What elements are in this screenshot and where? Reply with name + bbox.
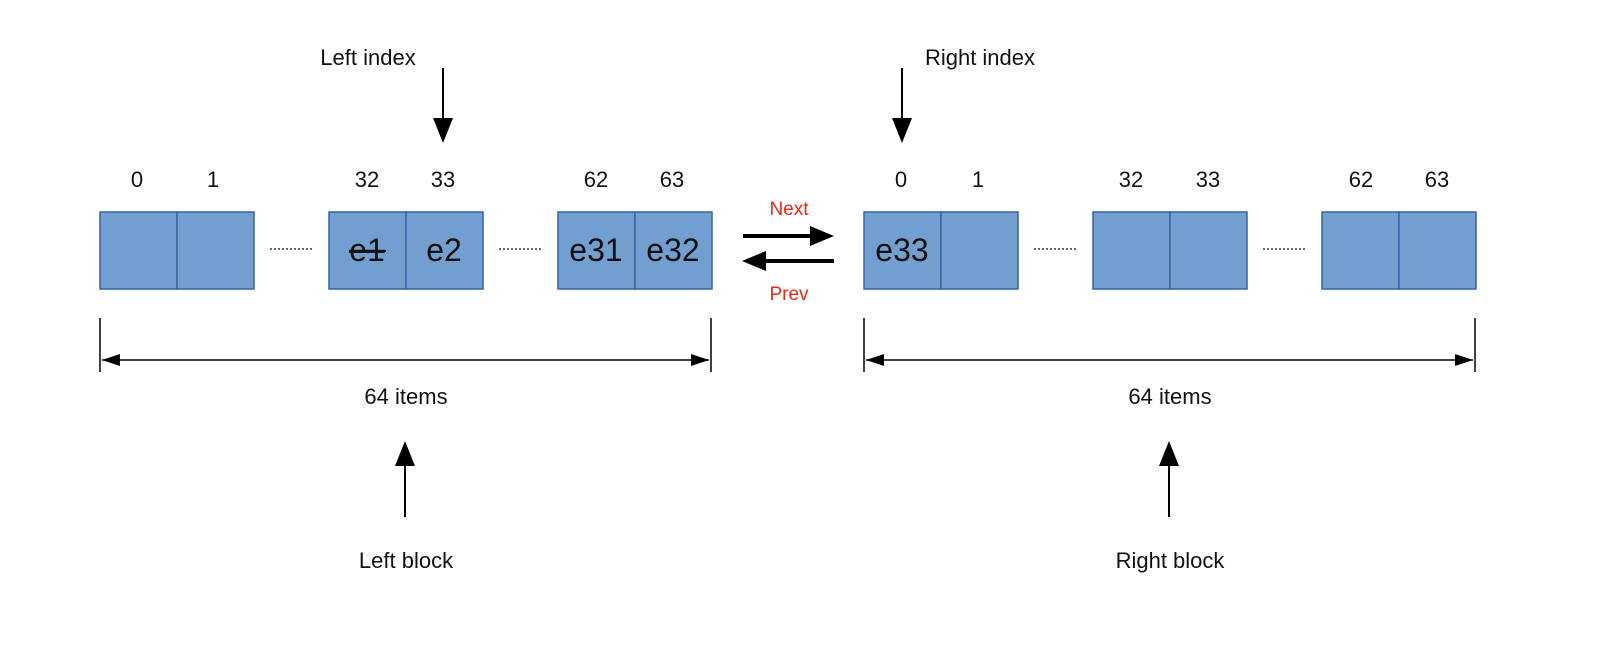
right-index-label: Right index xyxy=(925,45,1035,70)
right-cell xyxy=(1321,211,1400,290)
right-cell xyxy=(863,211,942,290)
left-cell xyxy=(99,211,178,290)
right-dimension-line xyxy=(863,318,1476,372)
right-cell xyxy=(940,211,1019,290)
left-slot-index: 0 xyxy=(131,167,143,192)
prev-arrow xyxy=(742,251,834,271)
left-slot-index: 62 xyxy=(584,167,608,192)
next-link-label: Next xyxy=(769,199,809,220)
right-slot-index: 62 xyxy=(1349,167,1373,192)
left-cell xyxy=(405,211,484,290)
next-arrow xyxy=(743,226,834,246)
left-slot-index: 32 xyxy=(355,167,379,192)
block-links: Next Prev xyxy=(742,199,834,305)
right-slot-index: 0 xyxy=(895,167,907,192)
left-block-label: Left block xyxy=(359,548,454,573)
left-cell xyxy=(634,211,713,290)
left-cell xyxy=(557,211,636,290)
left-index-arrow xyxy=(433,68,453,143)
left-cell-value: e32 xyxy=(646,232,699,268)
left-cell-value: e31 xyxy=(569,232,622,268)
left-block-arrow xyxy=(395,441,415,517)
right-slot-index: 32 xyxy=(1119,167,1143,192)
left-slot-index: 63 xyxy=(660,167,684,192)
right-cell-value: e33 xyxy=(875,232,928,268)
right-slot-index: 1 xyxy=(972,167,984,192)
right-index-arrow xyxy=(892,68,912,143)
left-index-label: Left index xyxy=(320,45,415,70)
left-size-label: 64 items xyxy=(364,384,447,409)
right-size-label: 64 items xyxy=(1128,384,1211,409)
right-slot-index: 63 xyxy=(1425,167,1449,192)
right-cell xyxy=(1169,211,1248,290)
left-slot-index: 1 xyxy=(207,167,219,192)
right-block-label: Right block xyxy=(1116,548,1226,573)
left-slot-index: 33 xyxy=(431,167,455,192)
right-cell xyxy=(1092,211,1171,290)
prev-link-label: Prev xyxy=(769,284,809,305)
right-slot-index: 33 xyxy=(1196,167,1220,192)
left-dimension-line xyxy=(99,318,712,372)
left-cell-value: e2 xyxy=(426,232,462,268)
right-block-arrow xyxy=(1159,441,1179,517)
left-block: Left index 0 1 32 33 62 63 e1 e2 e31 e32 xyxy=(99,45,713,573)
right-cell xyxy=(1398,211,1477,290)
left-cell xyxy=(176,211,255,290)
right-block: Right index 0 1 32 33 62 63 e33 64 items xyxy=(863,45,1477,573)
